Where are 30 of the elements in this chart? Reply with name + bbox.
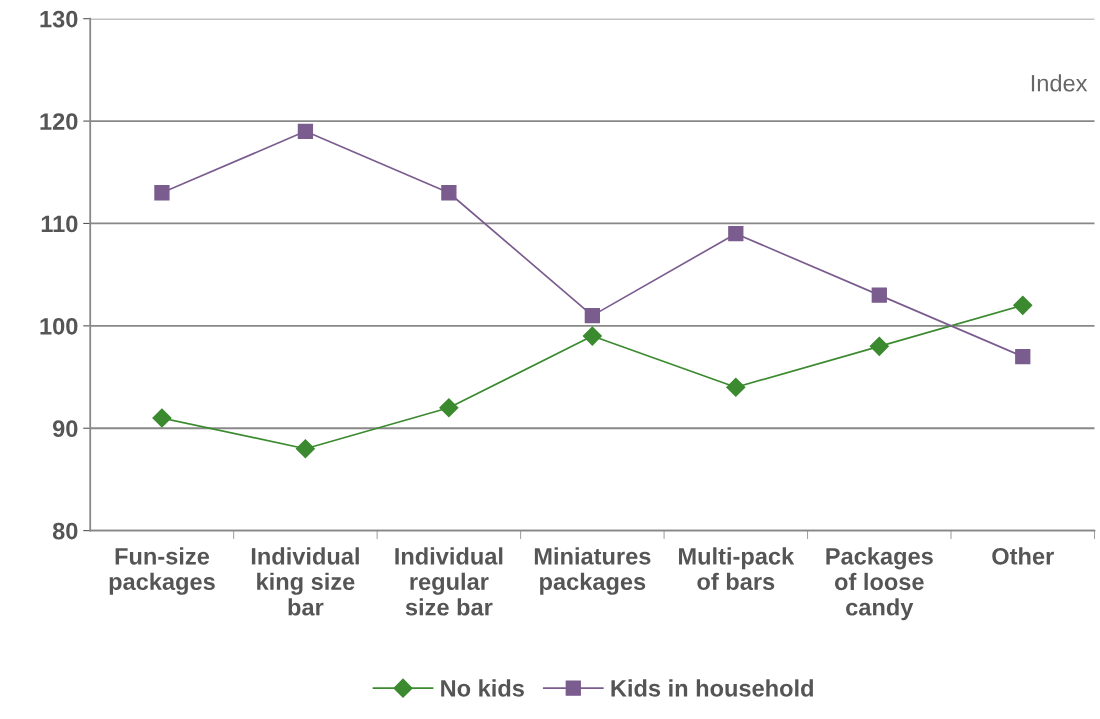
point (1015, 348, 1031, 365)
annotation: Index (1031, 74, 1088, 92)
y-tick-label: 100 (40, 317, 78, 335)
legend-label: Kids in household (611, 679, 813, 697)
point (297, 123, 314, 139)
y-tick-label: 110 (41, 215, 78, 233)
point (584, 307, 600, 324)
x-tick-label: Packages of loose candy (826, 547, 933, 621)
point (295, 439, 315, 459)
point (1013, 295, 1033, 315)
x-tick-label: Fun-size packages (109, 547, 215, 595)
x-tick-label: Other (992, 547, 1054, 565)
x-tick-label: Individual regular size bar (395, 547, 503, 616)
x-tick-label: Individual king size bar (251, 547, 359, 616)
y-tick-label: 90 (52, 420, 78, 438)
point (439, 398, 459, 418)
x-tick-label: Multi-pack of bars (679, 547, 795, 591)
y-tick-label: 80 (52, 522, 78, 540)
point (869, 336, 889, 356)
point (154, 185, 170, 201)
point (441, 185, 457, 201)
point (582, 326, 602, 346)
y-tick-label: 120 (40, 113, 78, 130)
x-tick-label: Miniatures packages (534, 547, 651, 595)
y-tick-label: 130 (40, 10, 78, 28)
point (152, 408, 172, 428)
point (728, 226, 744, 242)
point (726, 377, 746, 397)
legend-label: No kids (441, 679, 524, 697)
point (871, 287, 887, 303)
